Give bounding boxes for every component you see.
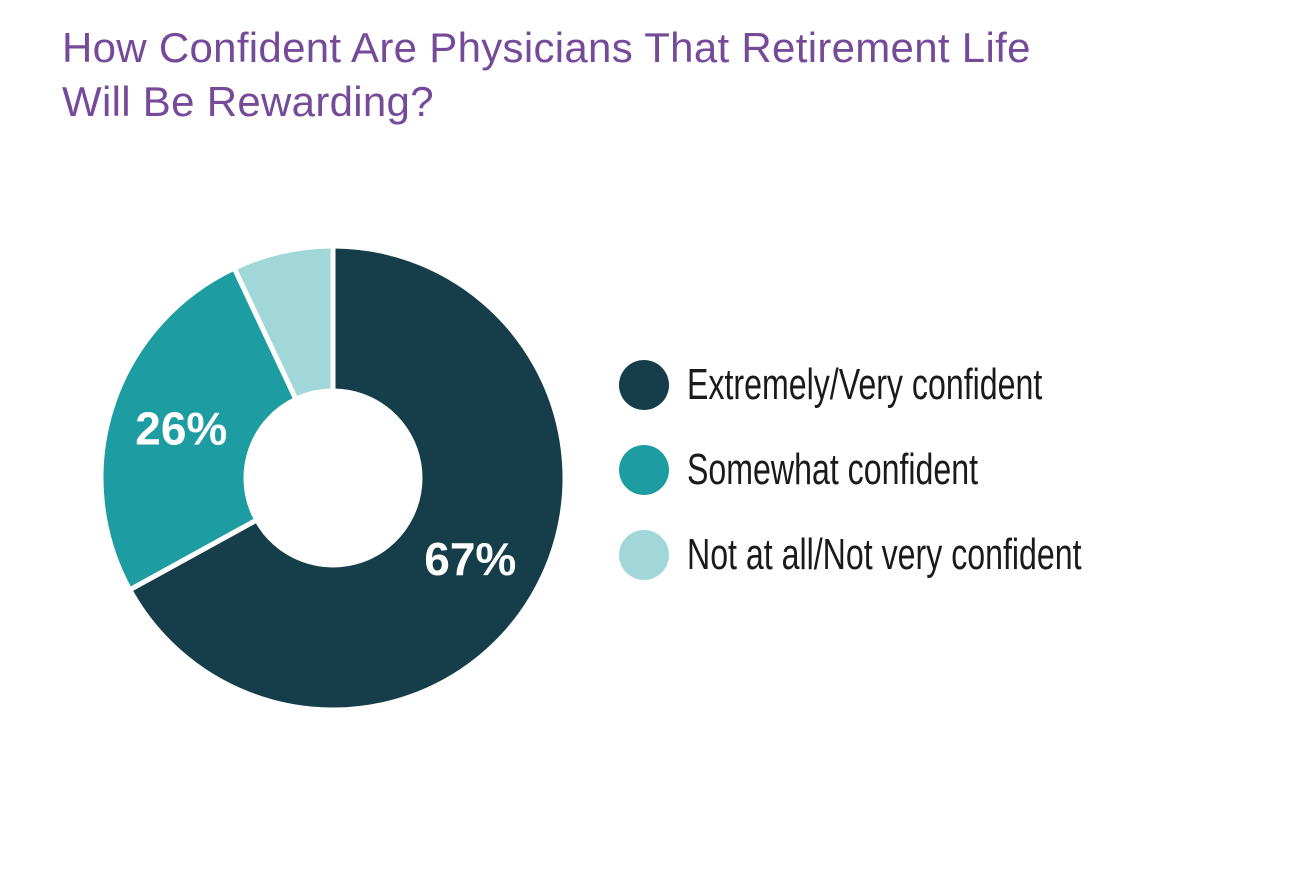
slice-value-label-0: 67%: [424, 533, 516, 585]
legend-item-not-at-all-not-very-confident: Not at all/Not very confident: [619, 530, 1227, 580]
chart-title-line-1: How Confident Are Physicians That Retire…: [62, 24, 1031, 71]
legend-swatch-icon: [619, 360, 669, 410]
legend-label: Not at all/Not very confident: [687, 530, 1082, 579]
legend-swatch-icon: [619, 445, 669, 495]
legend: Extremely/Very confident Somewhat confid…: [619, 360, 1227, 615]
donut-chart: 67% 26%: [101, 246, 565, 710]
legend-item-somewhat-confident: Somewhat confident: [619, 445, 1227, 495]
legend-swatch-icon: [619, 530, 669, 580]
legend-label: Somewhat confident: [687, 445, 979, 494]
donut-slice-0: [127, 246, 565, 710]
chart-title: How Confident Are Physicians That Retire…: [62, 21, 1031, 129]
slice-value-label-1: 26%: [135, 403, 227, 455]
legend-label: Extremely/Very confident: [687, 360, 1043, 409]
donut-slice-1: [101, 265, 299, 593]
donut-slice-2: [231, 246, 336, 402]
legend-item-extremely-very-confident: Extremely/Very confident: [619, 360, 1227, 410]
chart-title-line-2: Will Be Rewarding?: [62, 78, 434, 125]
